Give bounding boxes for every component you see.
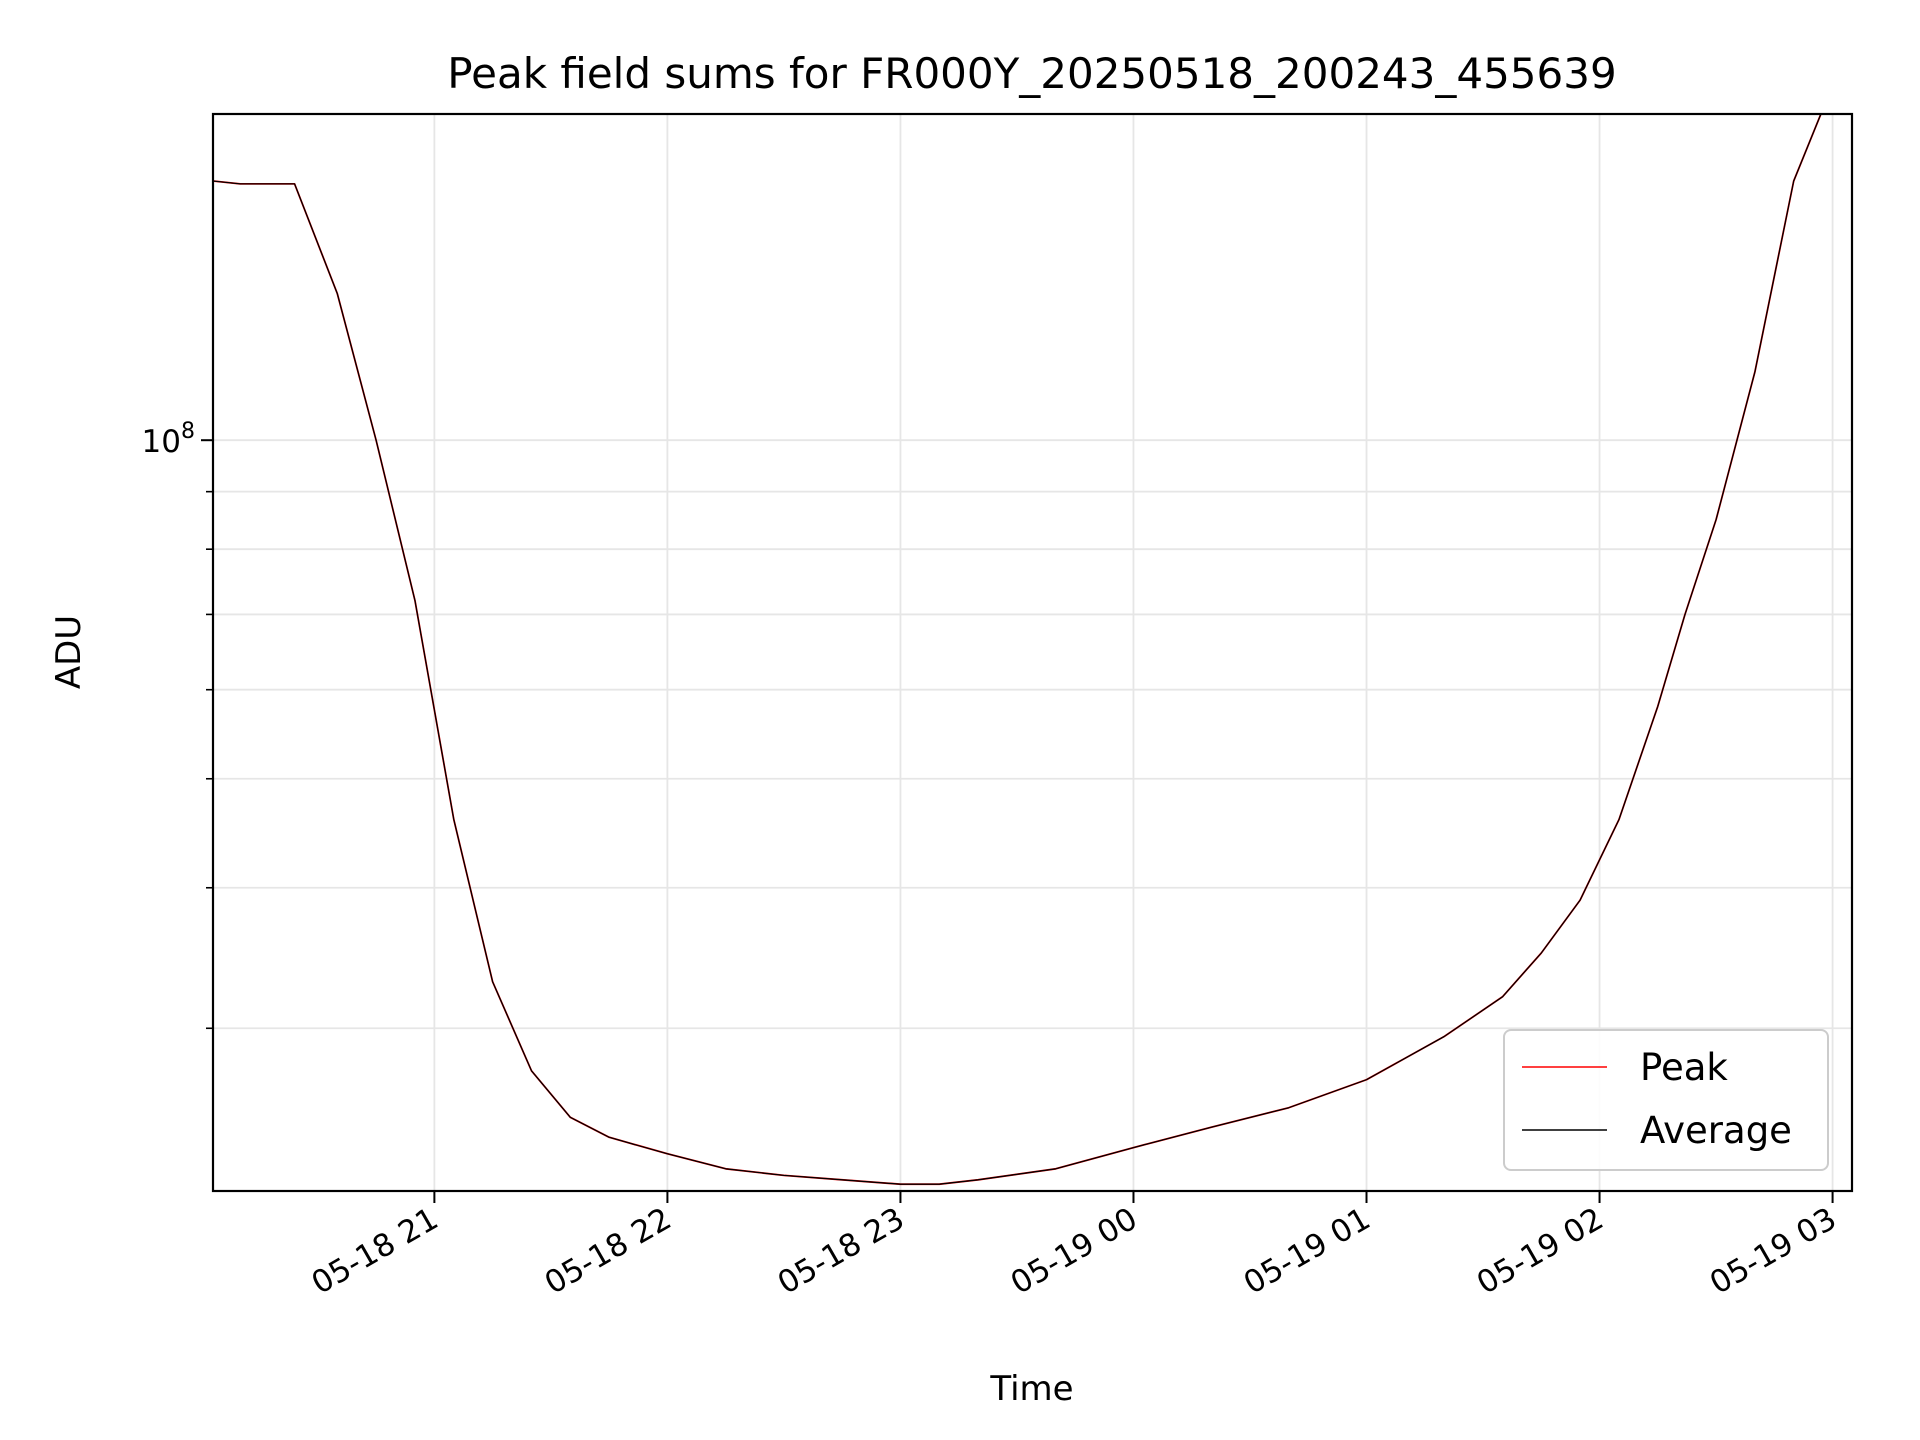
y-axis-label: ADU [49,615,89,689]
legend-label-peak: Peak [1640,1046,1728,1089]
series-lines [212,113,1822,1186]
legend-box [1503,1029,1829,1171]
x-axis-label: Time [989,1369,1073,1409]
y-tick-label: 108 [142,419,195,460]
legend: Peak Average [1503,1029,1829,1171]
grid [213,114,1852,1191]
series-line-average [212,113,1822,1185]
y-tick-base: 10 [142,424,181,460]
y-axis-ticks: 108 [142,419,213,1030]
legend-label-average: Average [1640,1109,1792,1152]
plot-frame [211,112,1854,1193]
chart-title: Peak field sums for FR000Y_20250518_2002… [447,49,1616,98]
y-tick-exponent: 8 [181,419,195,444]
